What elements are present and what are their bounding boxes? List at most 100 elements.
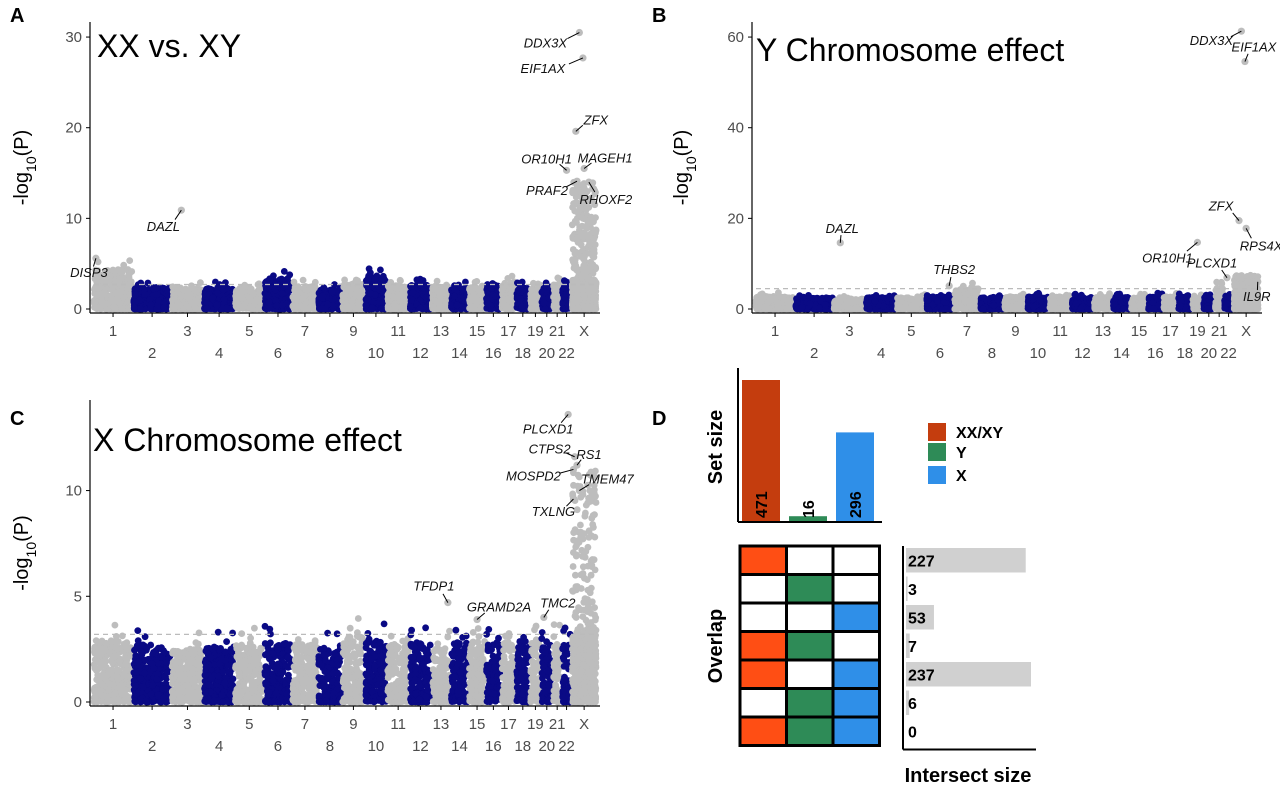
overlap-label: Overlap [705,609,727,683]
x-tick-label: 21 [549,323,566,340]
peak-point [1190,292,1198,300]
overlap-matrix [738,544,881,747]
peak-point [1213,278,1221,286]
peak-point [530,279,537,287]
peak-point [354,615,362,622]
peak-point [294,636,302,643]
peak-point [413,276,421,284]
gene-label: OR10H1 [521,151,572,166]
peak-point [365,635,373,643]
hit-leader [92,258,97,267]
hit-point [444,599,452,607]
peak-point [1244,278,1252,285]
hit-leader [567,32,580,40]
gene-label: MAGEH1 [578,151,633,166]
hit-point [571,453,579,461]
panel-letter: D [652,408,666,430]
peak-point [134,627,142,634]
hit-leader [1221,269,1228,279]
panel-c-manhattan: C X Chromosome effect -log10(P) PLCXD1 CTPS2… [10,400,635,755]
x-tick-label: 13 [433,323,450,340]
legend-label: XX/XY [956,425,1003,442]
peak-point [1218,280,1226,288]
hit-leader [566,180,578,188]
panel-a-manhattan: A XX vs. XY -log10(P) DDX3X EIF1AX ZFX OR10H1 M… [10,5,633,362]
peak-point [280,268,288,275]
intersect-value: 237 [908,667,935,684]
peak-point [299,276,307,284]
hit-leader [442,593,449,603]
gene-label: TMEM47 [581,472,635,487]
x-tick-label: 7 [301,716,309,733]
intersect-bar [906,690,910,715]
x-tick-label: 4 [215,738,223,755]
x-tick-label: 4 [877,345,885,362]
overlap-cell [738,601,788,633]
peak-point [364,630,372,637]
x-tick-label: 9 [1011,323,1019,340]
legend-swatch [928,423,946,441]
gene-label: RPS4X [1240,238,1280,253]
peak-point [137,279,145,287]
peak-point [1183,292,1191,300]
x-tick-label: 9 [349,716,357,733]
x-tick-label: 17 [500,323,517,340]
hit-leader [543,609,550,618]
hit-point [573,177,581,185]
hit-leader [1245,228,1252,239]
gene-label: MOSPD2 [506,468,562,483]
x-tick-label: 4 [215,345,223,362]
x-tick-label: 18 [514,345,531,362]
y-tick-label: 0 [736,301,744,318]
x-tick-label: 16 [1147,345,1164,362]
peak-point [1106,290,1113,298]
x-tick-label: 18 [1176,345,1193,362]
peak-point [238,630,246,637]
overlap-cell [785,544,835,576]
legend-label: X [956,468,967,485]
peak-point [484,281,491,288]
x-tick-label: 18 [514,738,531,755]
overlap-cell [785,573,835,605]
x-tick-label: 20 [538,738,555,755]
hit-leader [565,452,575,458]
peak-point [990,293,997,301]
x-tick-label: 8 [988,345,996,362]
peak-point [229,629,237,637]
intersect-bar [906,662,1031,687]
hit-point [569,465,578,474]
x-tick-label: 1 [771,323,779,340]
peak-point [586,487,594,494]
x-tick-label: 2 [148,345,156,362]
x-tick-label: 20 [1200,345,1217,362]
peak-point [775,289,782,297]
peak-point [223,638,231,645]
peak-point [1071,290,1079,298]
hit-leader [948,276,952,286]
x-tick-label: 15 [469,323,486,340]
hit-leader [583,162,592,169]
y-tick-label: 10 [65,483,82,500]
y-axis-label: -log10(P) [11,130,39,206]
peak-point [504,275,512,282]
intersect-value: 7 [908,639,917,656]
overlap-cell [785,658,835,690]
x-tick-label: 11 [390,323,406,340]
x-tick-label: 10 [368,345,385,362]
y-axis-label: -log10(P) [11,515,39,591]
peak-point [538,635,546,642]
x-tick-label: 12 [412,738,429,755]
peak-point [422,624,429,632]
peak-point [119,632,126,640]
data-points [752,271,1262,313]
hit-leader [579,484,590,491]
hit-leader [588,181,596,193]
x-tick-label: 14 [1113,345,1130,362]
panel-title: X Chromosome effect [93,422,402,458]
hit-point [1241,57,1249,66]
peak-point [1206,292,1214,300]
gene-label: PRAF2 [526,183,569,198]
x-tick-label: 17 [500,716,517,733]
peak-point [1175,290,1183,298]
